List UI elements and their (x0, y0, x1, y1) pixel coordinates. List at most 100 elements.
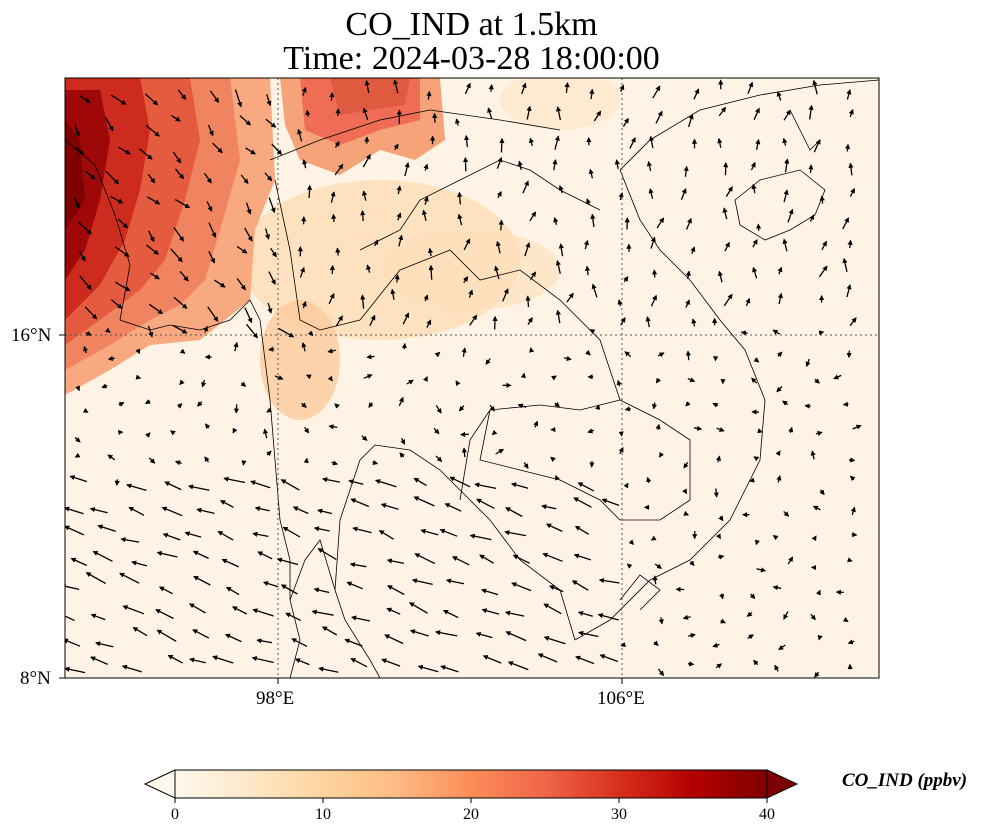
wind-arrow (755, 138, 761, 151)
wind-arrow (485, 358, 491, 365)
wind-arrow (687, 377, 696, 383)
wind-arrow (459, 431, 469, 438)
wind-arrow (361, 435, 368, 442)
wind-arrow (819, 489, 825, 496)
colorbar-extend-max (766, 769, 799, 799)
wind-arrow (114, 246, 130, 257)
wind-arrow (821, 240, 827, 251)
wind-arrow (505, 507, 523, 518)
wind-arrow (65, 666, 86, 674)
wind-arrow (550, 456, 556, 463)
wind-arrow (74, 124, 80, 137)
wind-arrow (620, 317, 626, 326)
wind-arrow (65, 583, 80, 591)
wind-arrow (590, 213, 596, 227)
wind-arrow (809, 214, 815, 222)
wind-arrow (776, 91, 782, 101)
wind-arrow (444, 503, 462, 512)
wind-arrow (629, 137, 636, 149)
wind-arrow (521, 82, 527, 95)
wind-arrow (481, 608, 500, 615)
wind-arrow (65, 638, 81, 647)
wind-arrow (571, 580, 589, 591)
wind-arrow (380, 503, 399, 510)
wind-arrow (280, 479, 300, 491)
wind-arrow (393, 79, 399, 94)
wind-arrow (90, 656, 108, 665)
wind-arrow (266, 450, 272, 457)
wind-arrow (206, 201, 213, 212)
wind-arrow (69, 475, 88, 483)
wind-arrow (213, 279, 226, 288)
wind-arrow (271, 143, 283, 156)
wind-arrow (815, 589, 821, 596)
wind-arrow (110, 195, 124, 204)
wind-arrow (756, 567, 767, 573)
wind-arrow (330, 191, 336, 203)
wind-arrow (240, 174, 249, 185)
wind-arrow (687, 113, 694, 128)
wind-arrow (815, 430, 823, 436)
wind-arrow (413, 477, 427, 486)
wind-arrow (396, 212, 402, 221)
wind-arrow (655, 423, 661, 430)
wind-arrow (398, 234, 404, 247)
wind-arrow (818, 330, 825, 336)
wind-arrow (683, 165, 689, 177)
wind-arrow (520, 372, 526, 379)
wind-arrow (586, 198, 591, 206)
wind-arrow (350, 498, 370, 508)
wind-arrow (372, 459, 379, 465)
wind-arrow (360, 294, 366, 309)
wind-arrow (507, 661, 529, 671)
wind-arrow (529, 211, 537, 222)
wind-arrow (689, 560, 695, 567)
wind-arrow (523, 462, 529, 469)
wind-arrow (451, 556, 470, 566)
wind-arrow (299, 266, 305, 278)
wind-arrow (804, 403, 811, 409)
wind-arrow (147, 174, 156, 184)
wind-arrow (331, 213, 337, 223)
wind-arrow (589, 88, 595, 100)
colorbar-tick-20: 20 (463, 806, 479, 823)
wind-arrow (543, 603, 562, 615)
wind-arrow (135, 348, 141, 355)
wind-arrow (148, 457, 156, 464)
wind-arrow (301, 300, 307, 309)
wind-arrow (690, 246, 696, 255)
wind-arrow (496, 156, 503, 169)
wind-arrow (575, 655, 595, 665)
wind-arrow (775, 450, 781, 457)
wind-arrow (457, 213, 463, 226)
wind-arrow (368, 402, 374, 408)
wind-arrow (527, 317, 533, 325)
colorbar-extend-min (143, 769, 176, 799)
wind-arrow (77, 221, 92, 235)
wind-arrow (280, 584, 298, 595)
wind-arrow (715, 533, 721, 540)
wind-arrow (252, 608, 274, 617)
wind-arrow (79, 95, 91, 103)
wind-arrow (207, 124, 214, 137)
wind-arrow (573, 553, 592, 561)
wind-arrow (65, 506, 84, 515)
wind-arrow (321, 477, 341, 483)
wind-arrow (420, 528, 439, 536)
wind-arrow (808, 104, 814, 120)
wind-arrow (440, 665, 459, 673)
wind-arrow (364, 79, 370, 94)
wind-arrow (777, 292, 783, 305)
wind-arrow (685, 299, 690, 308)
wind-arrow (349, 562, 367, 568)
wind-arrow (810, 450, 816, 460)
wind-arrow (683, 462, 689, 469)
wind-arrow (406, 379, 414, 385)
wind-arrow (499, 137, 505, 153)
wind-arrow (812, 79, 818, 95)
colorbar-tick-0: 0 (171, 806, 179, 823)
wind-arrow (307, 330, 314, 337)
wind-arrow (753, 456, 760, 462)
wind-arrow (350, 615, 371, 622)
colorbar-tick-40: 40 (759, 806, 775, 823)
